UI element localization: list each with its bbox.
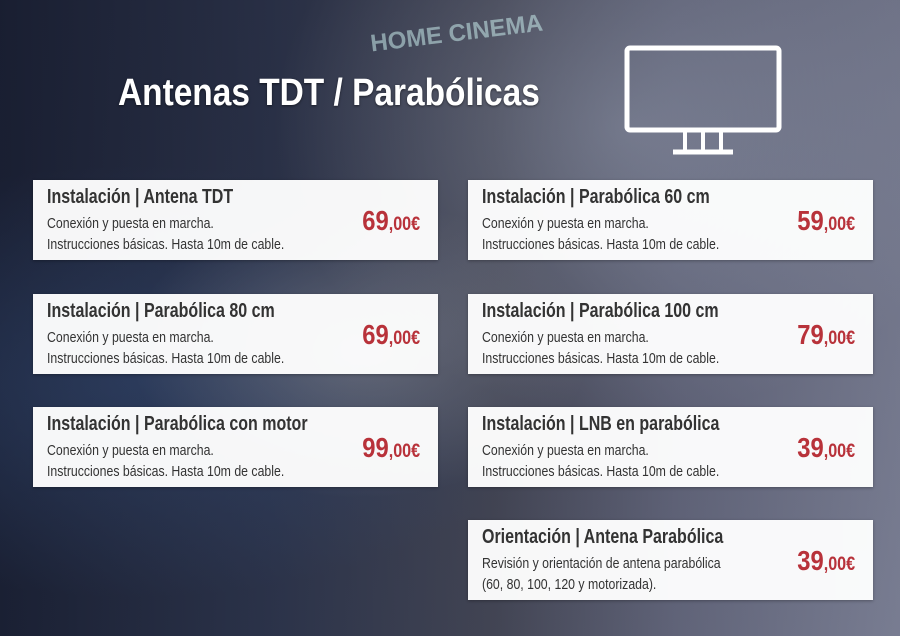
service-description-line: Instrucciones básicas. Hasta 10m de cabl… [47,463,285,480]
service-price: 39,00€ [797,545,855,577]
service-card: Instalación | Parabólica 80 cm Conexión … [33,294,438,374]
service-description-line: Conexión y puesta en marcha. [47,215,214,232]
service-price: 69,00€ [362,205,420,237]
price-integer: 99 [362,432,389,463]
service-card: Instalación | Parabólica 60 cm Conexión … [468,180,873,260]
service-description-line: Instrucciones básicas. Hasta 10m de cabl… [482,463,720,480]
price-decimal: ,00€ [823,554,855,575]
service-description-line: (60, 80, 100, 120 y motorizada). [482,576,657,593]
price-decimal: ,00€ [823,214,855,235]
service-card: Instalación | LNB en parabólica Conexión… [468,407,873,487]
tv-monitor-icon [623,44,783,161]
service-card: Instalación | Parabólica con motor Conex… [33,407,438,487]
service-title: Instalación | Parabólica 60 cm [482,186,710,208]
service-title: Instalación | LNB en parabólica [482,413,720,435]
service-price: 69,00€ [362,319,420,351]
price-decimal: ,00€ [823,328,855,349]
price-decimal: ,00€ [823,441,855,462]
price-decimal: ,00€ [388,328,420,349]
service-description-line: Conexión y puesta en marcha. [482,215,649,232]
price-integer: 59 [797,205,824,236]
price-decimal: ,00€ [388,214,420,235]
service-title: Instalación | Parabólica 100 cm [482,300,719,322]
price-integer: 69 [362,205,389,236]
service-description-line: Instrucciones básicas. Hasta 10m de cabl… [482,350,720,367]
service-description-line: Conexión y puesta en marcha. [47,329,214,346]
service-description-line: Instrucciones básicas. Hasta 10m de cabl… [47,236,285,253]
service-title: Instalación | Parabólica con motor [47,413,308,435]
service-title: Instalación | Antena TDT [47,186,234,208]
price-integer: 39 [797,432,824,463]
price-integer: 79 [797,319,824,350]
service-description-line: Instrucciones básicas. Hasta 10m de cabl… [482,236,720,253]
price-decimal: ,00€ [388,441,420,462]
service-description-line: Conexión y puesta en marcha. [482,329,649,346]
service-price: 39,00€ [797,432,855,464]
service-card: Orientación | Antena Parabólica Revisión… [468,520,873,600]
service-title: Orientación | Antena Parabólica [482,526,724,548]
service-description-line: Instrucciones básicas. Hasta 10m de cabl… [47,350,285,367]
service-price: 79,00€ [797,319,855,351]
price-integer: 69 [362,319,389,350]
service-card: Instalación | Parabólica 100 cm Conexión… [468,294,873,374]
service-description-line: Conexión y puesta en marcha. [47,442,214,459]
service-price: 59,00€ [797,205,855,237]
service-title: Instalación | Parabólica 80 cm [47,300,275,322]
service-description-line: Conexión y puesta en marcha. [482,442,649,459]
page-title: Antenas TDT / Parabólicas [118,72,540,114]
price-integer: 39 [797,545,824,576]
service-price: 99,00€ [362,432,420,464]
service-card: Instalación | Antena TDT Conexión y pues… [33,180,438,260]
service-description-line: Revisión y orientación de antena paraból… [482,555,721,572]
